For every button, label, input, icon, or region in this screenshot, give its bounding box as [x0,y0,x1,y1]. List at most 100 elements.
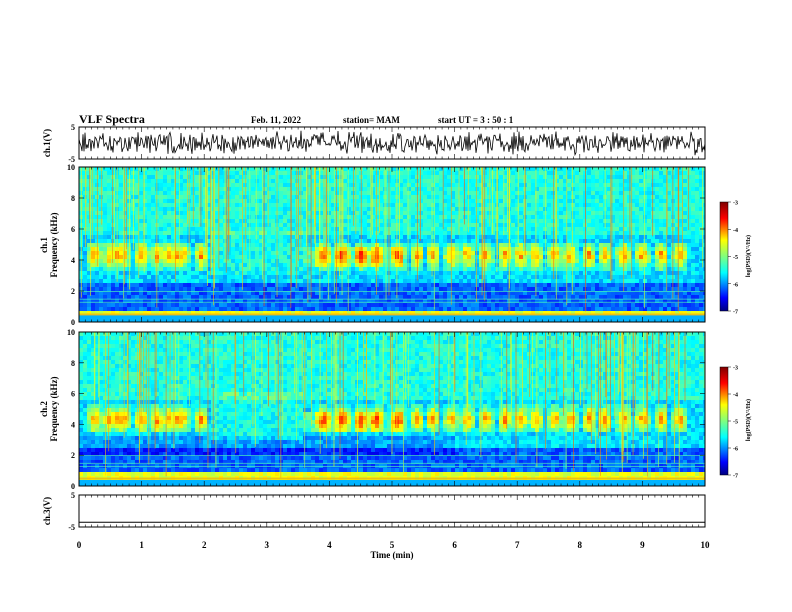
spectrogram-cell [119,307,124,312]
spectrogram-cell [475,199,480,204]
spectrogram-cell [475,187,480,192]
spectrogram-cell [207,311,212,316]
spectrogram-cell [199,295,204,300]
spectrogram-cell [275,315,280,320]
spectrogram-cell [371,251,376,256]
spectrogram-cell [271,251,276,256]
spectrogram-cell [343,211,348,216]
spectrogram-cell [355,315,360,320]
spectrogram-cell [267,271,272,276]
spectrogram-cell [371,295,376,300]
spectrogram-cell [411,291,416,296]
spectrogram-cell [511,223,516,228]
spectrogram-cell [459,179,464,184]
spectrogram-cell [315,315,320,320]
spectrogram-cell [83,271,88,276]
spectrogram-cell [171,287,176,292]
spectrogram-cell [407,255,412,260]
spectrogram-cell [443,243,448,248]
spectrogram-cell [347,195,352,200]
spectrogram-cell [255,191,260,196]
spectrogram-cell [255,307,260,312]
spectrogram-cell [343,283,348,288]
spectrogram-cell [295,231,300,236]
spectrogram-cell [327,207,332,212]
spectrogram-cell [259,195,264,200]
spectrogram-cell [179,215,184,220]
spectrogram-cell [287,251,292,256]
spectrogram-cell [251,295,256,300]
spectrogram-cell [467,271,472,276]
spectrogram-cell [475,303,480,308]
spectrogram-cell [431,299,436,304]
spectrogram-cell [379,199,384,204]
spectrogram-cell [447,187,452,192]
spectrogram-cell [327,195,332,200]
spectrogram-cell [323,231,328,236]
spectrogram-cell [107,183,112,188]
spectrogram-cell [267,243,272,248]
spectrogram-cell [311,179,316,184]
spectrogram-cell [199,227,204,232]
spectrogram-cell [459,203,464,208]
spectrogram-cell [163,267,168,272]
spectrogram-cell [179,223,184,228]
spectrogram-cell [223,287,228,292]
spectrogram-cell [183,223,188,228]
spectrogram-cell [455,279,460,284]
spectrogram-cell [215,247,220,252]
spectrogram-cell [175,235,180,240]
spectrogram-cell [167,267,172,272]
spectrogram-cell [351,243,356,248]
spectrogram-cell [535,251,540,256]
spectrogram-cell [587,223,592,228]
spectrogram-cell [215,255,220,260]
spectrogram-cell [135,195,140,200]
spectrogram-cell [195,199,200,204]
spectrogram-cell [323,251,328,256]
spectrogram-cell [427,227,432,232]
spectrogram-cell [267,235,272,240]
spectrogram-cell [259,239,264,244]
spectrogram-cell [179,219,184,224]
spectrogram-cell [379,287,384,292]
spectrogram-cell [419,275,424,280]
spectrogram-cell [331,307,336,312]
spectrogram-cell [307,299,312,304]
spectrogram-cell [331,263,336,268]
spectrogram-cell [403,223,408,228]
spectrogram-cell [547,283,552,288]
spectrogram-cell [207,183,212,188]
spectrogram-cell [527,279,532,284]
spectrogram-cell [567,275,572,280]
spectrogram-cell [463,243,468,248]
spectrogram-cell [563,255,568,260]
spectrogram-cell [527,267,532,272]
spectrogram-cell [539,275,544,280]
spectrogram-cell [491,219,496,224]
spectrogram-cell [411,195,416,200]
spectrogram-cell [251,175,256,180]
spectrogram-cell [203,247,208,252]
spectrogram-cell [287,255,292,260]
spectrogram-cell [251,299,256,304]
spectrogram-cell [511,187,516,192]
spectrogram-cell [543,207,548,212]
spectrogram-cell [487,235,492,240]
spectrogram-cell [199,291,204,296]
spectrogram-cell [151,263,156,268]
spectrogram-cell [347,271,352,276]
spectrogram-cell [219,295,224,300]
spectrogram-cell [463,319,468,322]
spectrogram-cell [555,243,560,248]
spectrogram-cell [235,235,240,240]
spectrogram-cell [435,255,440,260]
spectrogram-cell [215,183,220,188]
spectrogram-cell [171,195,176,200]
spectrogram-cell [291,215,296,220]
spectrogram-cell [447,219,452,224]
spectrogram-cell [195,207,200,212]
spectrogram-cell [519,259,524,264]
spectrogram-cell [463,279,468,284]
spectrogram-cell [343,259,348,264]
